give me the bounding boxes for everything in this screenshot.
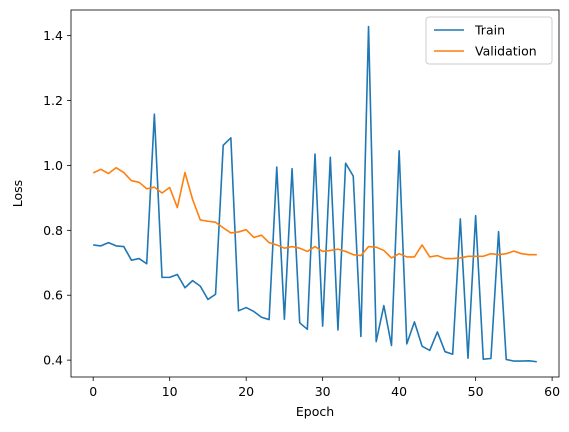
y-axis-label: Loss: [10, 180, 25, 207]
x-tick-label: 20: [238, 384, 254, 399]
x-axis-ticks: 0 10 20 30 40 50 60: [89, 377, 560, 399]
x-tick-label: 30: [315, 384, 331, 399]
x-tick-label: 60: [544, 384, 560, 399]
x-axis-label: Epoch: [296, 404, 334, 419]
y-tick-label: 0.4: [43, 353, 63, 368]
series-layer: [92, 25, 537, 363]
legend-box: [425, 16, 553, 65]
x-tick-label: 10: [162, 384, 178, 399]
legend: Train Validation: [425, 16, 553, 65]
series-line-train: [93, 25, 537, 363]
y-tick-label: 1.0: [43, 158, 63, 173]
y-tick-label: 1.2: [43, 93, 63, 108]
legend-train-label: Train: [474, 23, 505, 38]
legend-validation-label: Validation: [475, 44, 537, 59]
x-tick-label: 0: [89, 384, 97, 399]
x-tick-label: 50: [468, 384, 484, 399]
y-tick-label: 0.6: [43, 288, 63, 303]
y-tick-label: 0.8: [43, 223, 63, 238]
y-tick-label: 1.4: [43, 28, 63, 43]
plot-frame: [70, 9, 560, 378]
x-tick-label: 40: [391, 384, 407, 399]
y-axis-ticks: 0.4 0.6 0.8 1.0 1.2 1.4: [43, 28, 71, 368]
series-line-validation: [92, 166, 537, 260]
